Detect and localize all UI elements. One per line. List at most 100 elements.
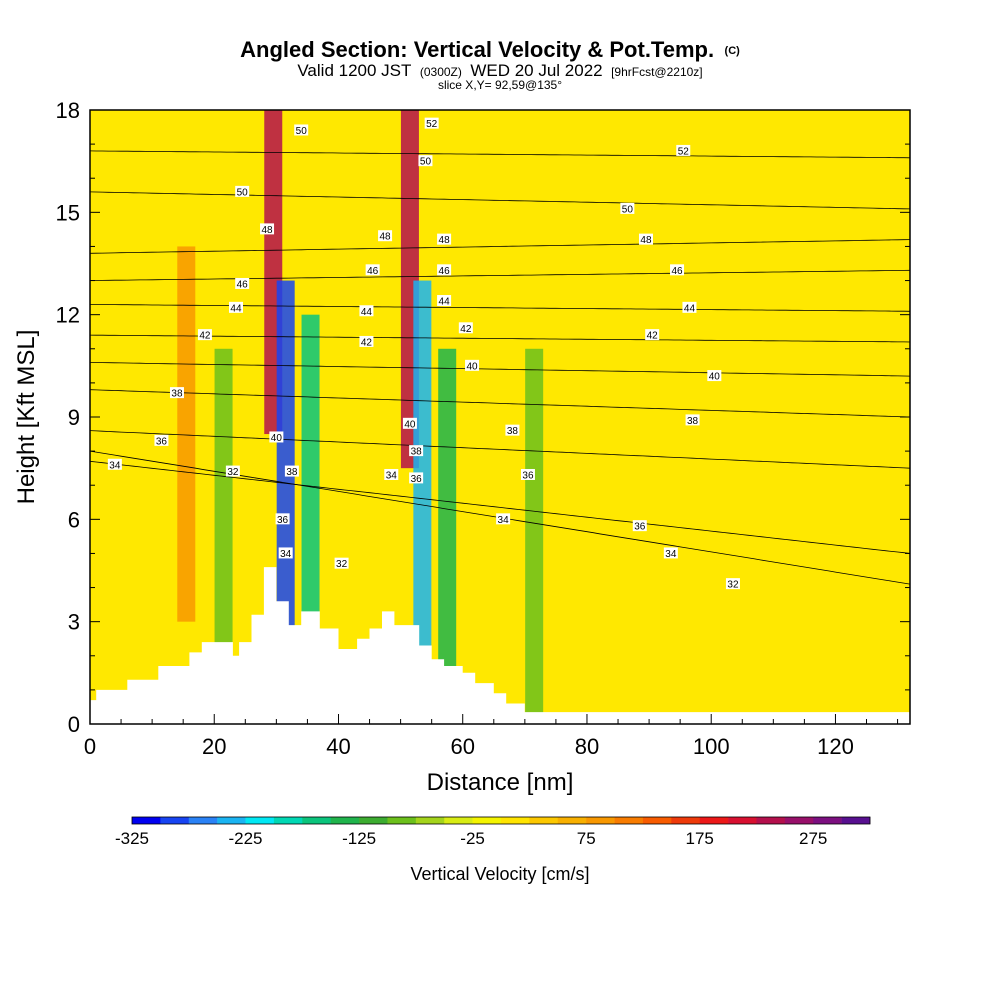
isotherm-label-text: 52 (426, 119, 438, 130)
colorbar-bin (188, 817, 218, 824)
isotherm-label-48-36: 48 (437, 233, 452, 246)
velocity-band-4 (413, 280, 432, 656)
isotherm-label-text: 34 (109, 460, 121, 471)
isotherm-label-42-22: 42 (197, 329, 212, 342)
isotherm-label-36-10: 36 (409, 472, 424, 485)
isotherm-label-text: 48 (640, 235, 652, 246)
isotherm-42 (90, 334, 910, 343)
y-tick-label: 15 (56, 200, 80, 225)
isotherm-label-38-16: 38 (505, 424, 520, 437)
colorbar-bin (586, 817, 615, 824)
colorbar-frame (131, 816, 871, 825)
x-tick-label: 80 (575, 734, 599, 759)
isotherm-label-50-39: 50 (294, 124, 309, 137)
isotherm-label-46-32: 46 (437, 264, 452, 277)
terrain-mask (90, 567, 910, 724)
colorbar-bin (699, 817, 729, 824)
isotherm-label-44-27: 44 (359, 305, 374, 318)
isotherm-label-text: 40 (466, 361, 478, 372)
colorbar-bin (302, 817, 331, 824)
isotherm-label-38-15: 38 (409, 445, 424, 458)
isotherm-label-48-37: 48 (638, 233, 653, 246)
isotherm-label-text: 34 (280, 549, 292, 560)
isotherm-label-34-4: 34 (278, 547, 293, 560)
velocity-band-6 (525, 348, 544, 724)
y-tick-label: 0 (68, 712, 80, 737)
isotherm-label-text: 44 (230, 303, 242, 314)
isotherm-label-text: 38 (507, 426, 519, 437)
isotherm-label-text: 42 (647, 331, 659, 342)
velocity-band-2 (301, 314, 320, 690)
isotherm-label-32-1: 32 (334, 557, 349, 570)
colorbar-tick-label: 275 (799, 829, 827, 848)
isotherm-label-text: 38 (286, 467, 298, 478)
velocity-band-7 (177, 246, 196, 622)
isotherm-label-40-21: 40 (707, 370, 722, 383)
isotherm-label-text: 46 (671, 266, 683, 277)
isotherm-34 (90, 460, 910, 554)
isotherm-label-34-6: 34 (496, 513, 511, 526)
isotherm-label-50-38: 50 (235, 185, 250, 198)
isotherm-label-text: 36 (411, 474, 423, 485)
isotherm-label-32-0: 32 (225, 465, 240, 478)
colorbar-bin (784, 817, 814, 824)
isotherm-label-46-31: 46 (365, 264, 380, 277)
isotherm-label-text: 40 (271, 433, 283, 444)
colorbar: -325 -225 -125 -25 75 175 275 (115, 816, 871, 848)
isotherm-52 (90, 150, 910, 159)
isotherm-label-50-40: 50 (418, 155, 433, 168)
isotherm-label-34-5: 34 (384, 468, 399, 481)
colorbar-bin (756, 817, 786, 824)
isotherm-label-text: 34 (665, 549, 677, 560)
x-tick-label: 120 (817, 734, 854, 759)
isotherm-label-36-8: 36 (154, 434, 169, 447)
colorbar-tick-label: -25 (460, 829, 485, 848)
isotherm-label-text: 38 (171, 389, 183, 400)
velocity-field (177, 110, 544, 724)
isotherm-labels: 32 32 32 34 34 34 34 34 36 36 36 36 36 38 38 38 38 38 40 40… (107, 117, 740, 591)
x-tick-label: 100 (693, 734, 730, 759)
velocity-band-8 (214, 348, 233, 724)
colorbar-bin (728, 817, 757, 824)
isotherm-label-text: 36 (634, 522, 646, 533)
isotherm-label-44-26: 44 (228, 301, 243, 314)
isotherm-label-text: 40 (709, 372, 721, 383)
x-axis-label: Distance [nm] (427, 769, 574, 796)
colorbar-bin (813, 817, 842, 824)
isotherm-label-34-7: 34 (663, 547, 678, 560)
isotherm-40 (90, 362, 910, 377)
isotherm-label-38-13: 38 (169, 387, 184, 400)
isotherm-label-38-17: 38 (685, 414, 700, 427)
colorbar-bin (671, 817, 700, 824)
colorbar-bin (132, 817, 161, 824)
isotherm-label-text: 36 (156, 436, 168, 447)
isotherm-label-text: 48 (380, 232, 392, 243)
y-tick-label: 9 (68, 405, 80, 430)
colorbar-tick-label: -225 (228, 829, 262, 848)
isotherm-label-text: 34 (386, 470, 398, 481)
isotherm-label-40-18: 40 (269, 431, 284, 444)
isotherm-label-text: 46 (237, 279, 249, 290)
colorbar-bin (415, 817, 445, 824)
isotherm-label-52-43: 52 (676, 144, 691, 157)
isotherm-label-48-34: 48 (260, 223, 275, 236)
isotherm-label-text: 50 (622, 204, 634, 215)
isotherm-label-36-12: 36 (632, 520, 647, 533)
isotherm-label-40-19: 40 (402, 417, 417, 430)
y-axis-label: Height [Kft MSL] (13, 330, 40, 505)
isotherm-50 (90, 191, 910, 210)
isotherm-label-text: 36 (277, 515, 289, 526)
isotherm-38 (90, 389, 910, 418)
colorbar-tick-label: 75 (577, 829, 596, 848)
isotherm-label-text: 38 (687, 416, 699, 427)
colorbar-bin (529, 817, 559, 824)
isotherm-label-text: 46 (439, 266, 451, 277)
isotherm-label-text: 48 (261, 225, 273, 236)
isotherm-label-text: 32 (336, 559, 348, 570)
isotherm-label-52-42: 52 (424, 117, 439, 130)
isotherm-label-32-2: 32 (725, 578, 740, 591)
colorbar-tick-label: 175 (686, 829, 714, 848)
colorbar-bin (330, 817, 360, 824)
isotherm-label-text: 40 (404, 419, 416, 430)
